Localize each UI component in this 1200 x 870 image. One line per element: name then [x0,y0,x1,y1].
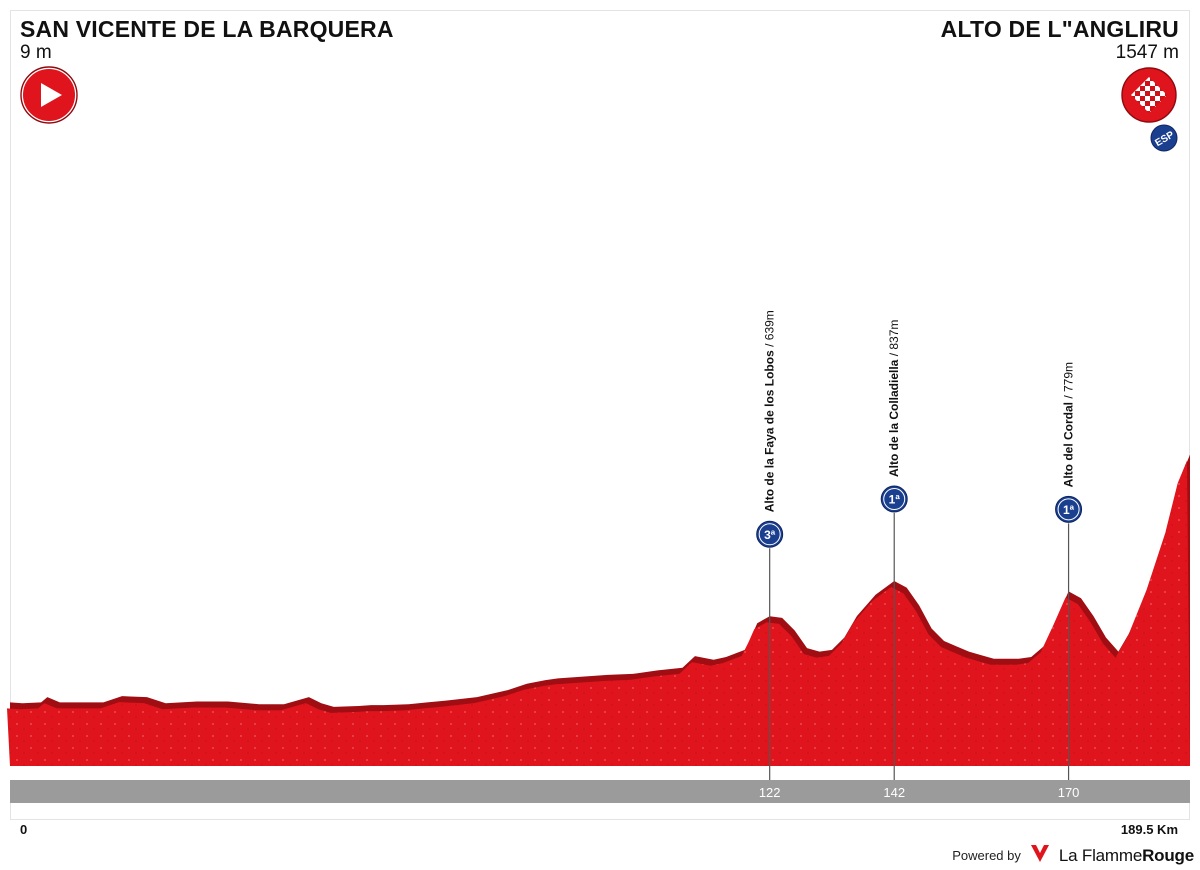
profile-area [7,460,1190,766]
climb-marker-3: 1ª Alto del Cordal / 779m 170 [1055,362,1083,800]
climb-name-label: Alto de la Faya de los Lobos / 639m [763,310,777,512]
climb-name-label: Alto de la Colladiella / 837m [887,320,901,477]
climb-category-label: 1ª [889,493,901,507]
climb-category-icon: 3ª [756,520,784,548]
start-arrow-icon [20,66,78,129]
climb-category-icon: 1ª [1055,495,1083,523]
checkered-flag-icon [1120,66,1178,129]
climb-marker-2: 1ª Alto de la Colladiella / 837m 142 [880,320,908,800]
distance-band [10,780,1190,803]
climb-km-label: 122 [759,785,781,800]
climb-name-label: Alto del Cordal / 779m [1062,362,1076,487]
climb-km-label: 170 [1058,785,1080,800]
profile-base-gap [10,766,1190,780]
climb-category-label: 3ª [764,528,776,542]
esp-badge-icon: ESP [1149,124,1179,157]
climb-category-label: 1ª [1063,503,1075,517]
km-start-label: 0 [20,822,28,837]
start-town-name: SAN VICENTE DE LA BARQUERA [20,16,394,42]
flamme-rouge-logo-icon [1029,842,1051,869]
powered-by-text: Powered by [952,848,1021,863]
brand-name-part2: Rouge [1142,845,1194,865]
powered-by-credit: Powered by La FlammeRouge [952,842,1194,869]
km-end-label: 189.5 Km [1120,822,1178,837]
brand-name: La FlammeRouge [1059,846,1194,866]
finish-town-name: ALTO DE L"ANGLIRU [940,16,1179,42]
climb-marker-1: 3ª Alto de la Faya de los Lobos / 639m 122 [756,310,784,800]
chart-frame [10,10,1190,820]
finish-altitude: 1547 m [1115,42,1179,63]
brand-name-part1: La Flamme [1058,845,1143,865]
climb-km-label: 142 [883,785,905,800]
climb-category-icon: 1ª [880,485,908,513]
start-altitude: 9 m [20,42,52,63]
